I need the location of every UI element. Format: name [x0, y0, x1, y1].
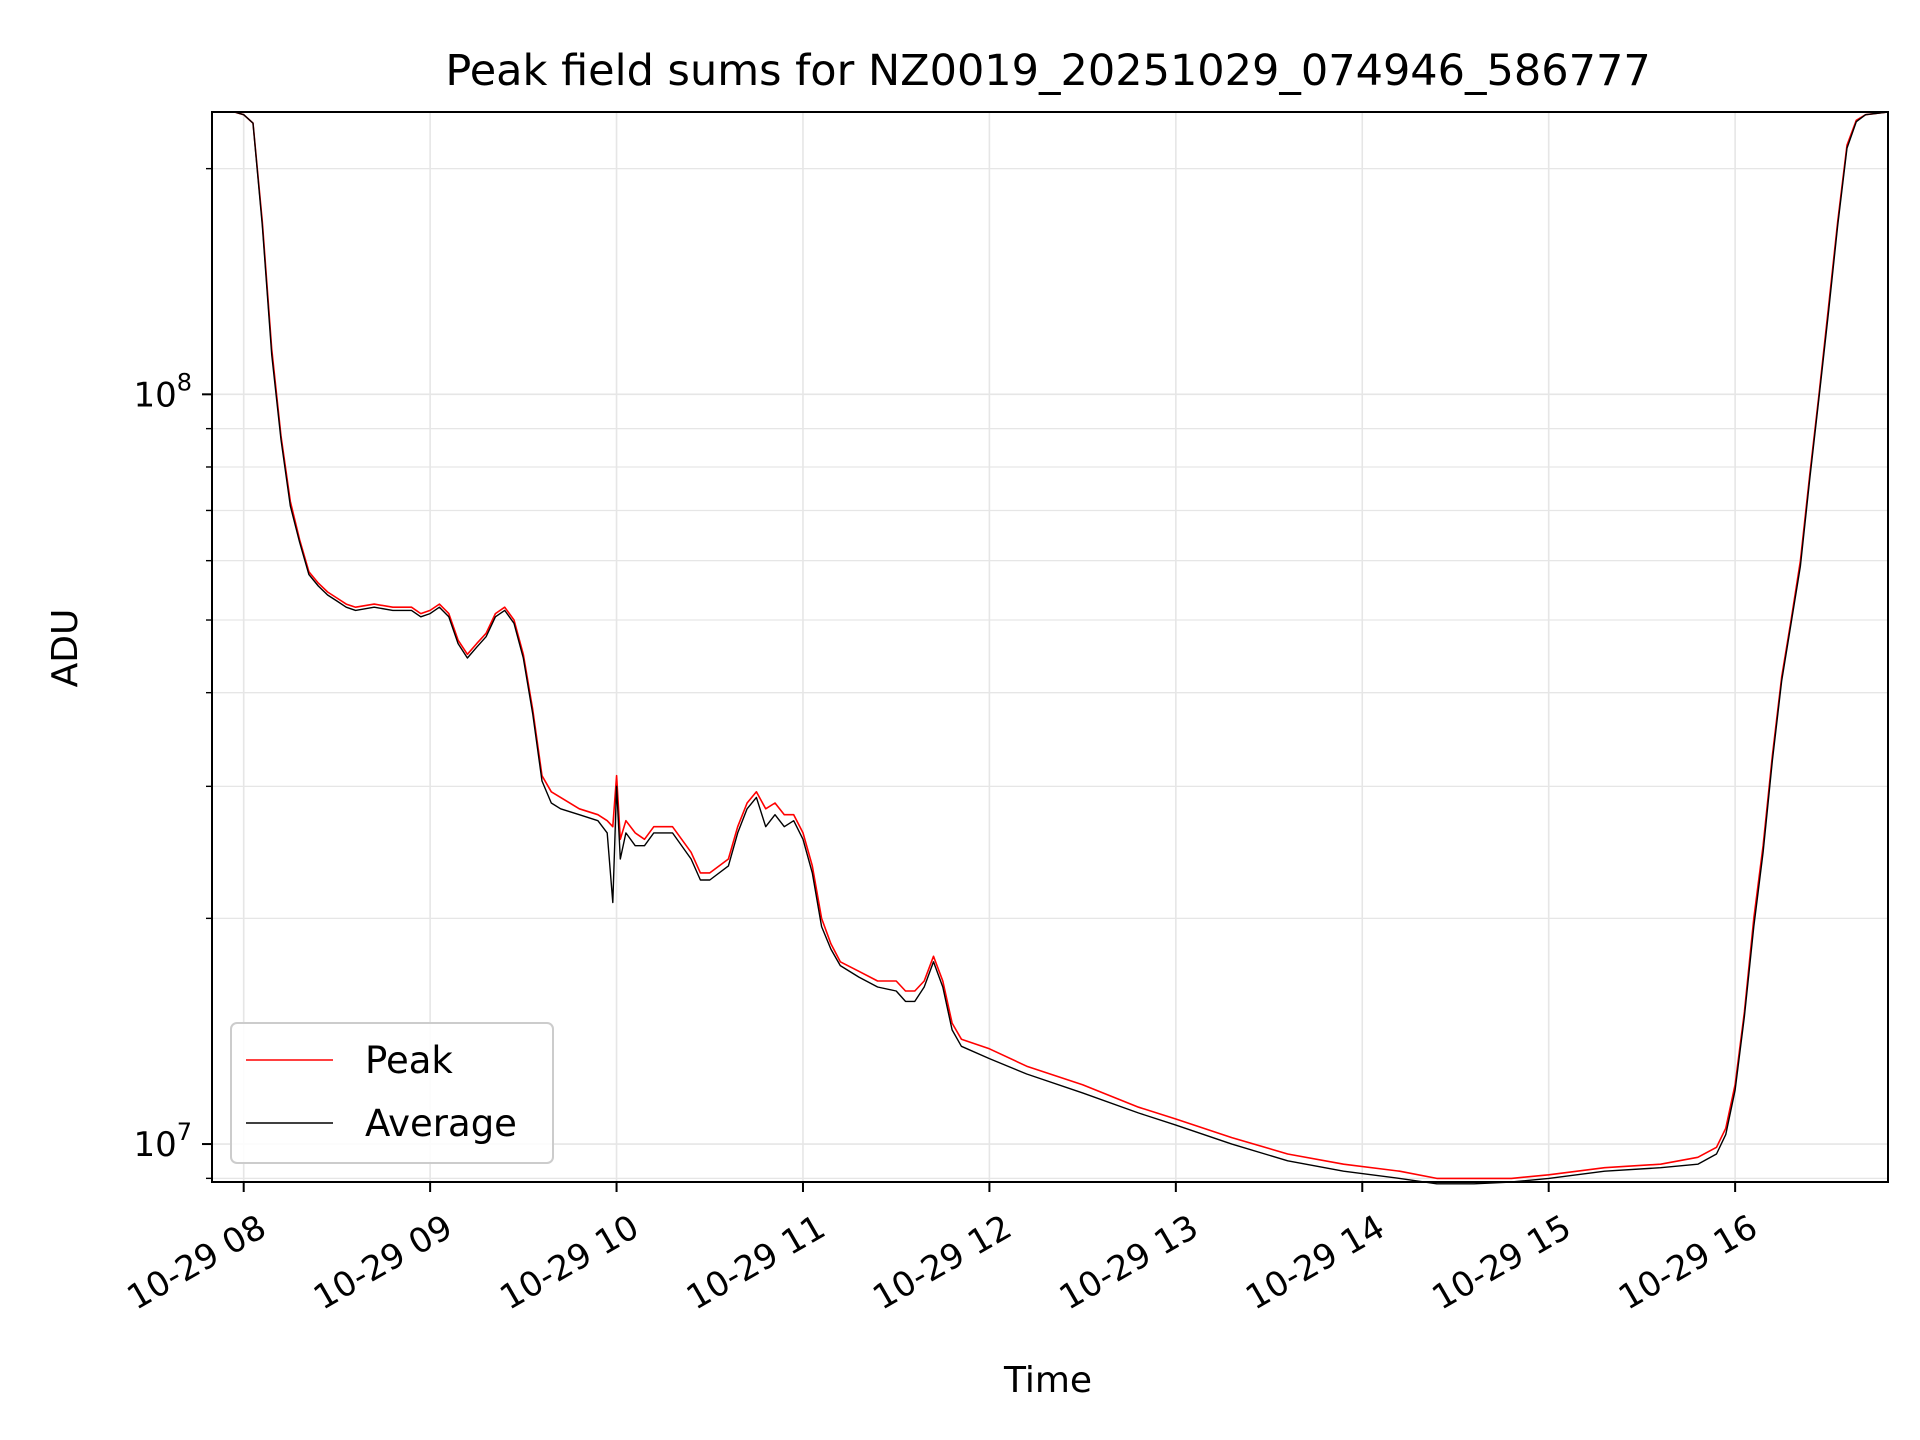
legend: Peak Average	[230, 1022, 554, 1164]
legend-peak-label: Peak	[365, 1039, 453, 1082]
x-axis-label: Time	[1003, 1360, 1092, 1401]
y-axis-label: ADU	[45, 609, 86, 688]
chart-title: Peak field sums for NZ0019_20251029_0749…	[445, 46, 1650, 96]
series-layer	[212, 111, 1889, 1185]
average-series-line	[212, 111, 1889, 1185]
y-tick-label: 108	[133, 368, 192, 415]
y-axis: 107 108	[133, 167, 212, 1180]
peak-series-line	[212, 111, 1889, 1180]
legend-box	[230, 1022, 554, 1164]
plot-area-frame	[211, 111, 1889, 1183]
legend-average-label: Average	[365, 1102, 517, 1145]
y-tick-label: 107	[133, 1118, 192, 1165]
